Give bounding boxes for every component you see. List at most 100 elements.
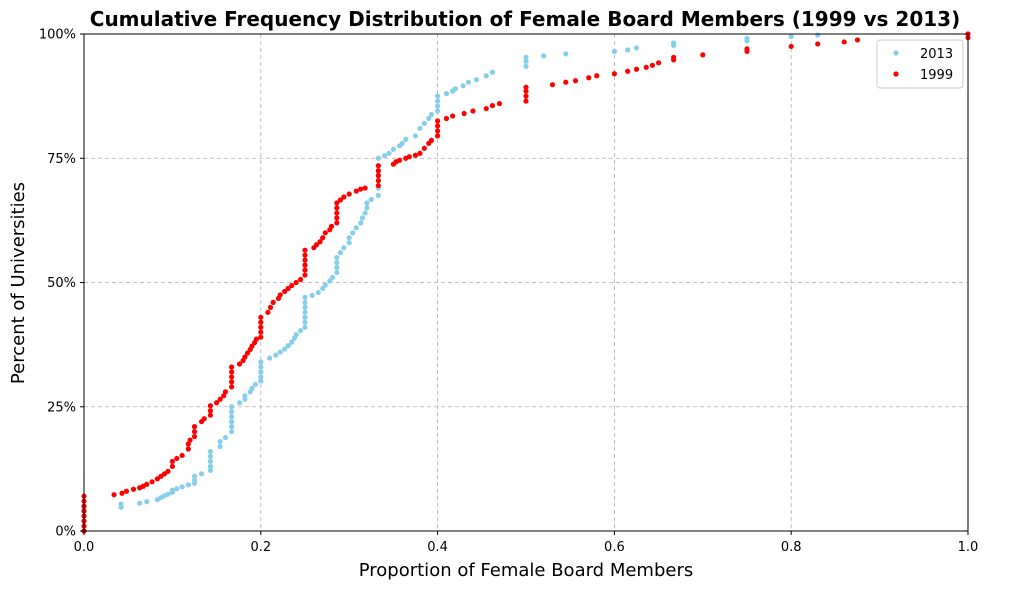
- data-point-1999: [277, 292, 283, 298]
- data-point-2013: [359, 215, 366, 221]
- data-point-1999: [187, 437, 193, 443]
- data-point-1999: [523, 84, 529, 90]
- data-point-1999: [229, 364, 235, 370]
- data-point-2013: [258, 378, 264, 384]
- chart-title: Cumulative Frequency Distribution of Fem…: [90, 7, 960, 31]
- data-point-1999: [328, 223, 335, 229]
- data-point-2013: [229, 414, 235, 420]
- data-point-1999: [302, 267, 308, 273]
- data-point-2013: [375, 155, 381, 161]
- data-point-1999: [375, 178, 381, 184]
- data-point-1999: [788, 43, 794, 50]
- x-tick-label: 0.2: [250, 540, 271, 555]
- data-point-2013: [258, 359, 264, 365]
- data-point-2013: [252, 381, 259, 387]
- data-point-2013: [258, 374, 264, 380]
- x-tick-label: 1.0: [958, 540, 979, 555]
- y-tick-label: 100%: [39, 28, 76, 43]
- legend-marker-1999: [893, 71, 899, 77]
- data-point-1999: [353, 188, 359, 194]
- data-point-1999: [229, 379, 235, 385]
- data-point-2013: [426, 115, 432, 122]
- data-point-2013: [302, 324, 308, 330]
- data-point-1999: [207, 408, 214, 414]
- data-point-2013: [191, 473, 198, 479]
- data-point-2013: [285, 343, 291, 349]
- data-point-1999: [671, 54, 677, 60]
- data-point-1999: [130, 486, 137, 492]
- data-point-2013: [185, 482, 191, 488]
- data-point-1999: [572, 78, 579, 84]
- data-point-2013: [358, 220, 364, 226]
- grid-lines: [84, 34, 968, 531]
- x-tick-label: 0.4: [427, 540, 448, 555]
- data-point-2013: [309, 292, 315, 299]
- data-point-2013: [302, 314, 308, 320]
- data-point-1999: [285, 285, 291, 292]
- data-point-1999: [258, 334, 264, 340]
- data-point-1999: [406, 154, 412, 160]
- data-point-2013: [329, 274, 336, 281]
- data-point-1999: [334, 210, 340, 216]
- data-point-1999: [461, 110, 467, 117]
- data-point-1999: [649, 62, 656, 68]
- data-point-2013: [460, 83, 466, 89]
- data-point-1999: [435, 128, 441, 134]
- data-point-2013: [217, 438, 223, 445]
- data-point-1999: [179, 452, 185, 459]
- data-point-2013: [302, 309, 308, 315]
- data-point-2013: [207, 453, 214, 460]
- data-point-1999: [267, 304, 274, 310]
- data-point-2013: [421, 120, 427, 127]
- data-point-1999: [221, 393, 227, 399]
- data-point-1999: [174, 455, 180, 462]
- data-point-2013: [207, 467, 214, 473]
- data-point-2013: [523, 63, 529, 69]
- data-point-2013: [346, 235, 352, 241]
- data-point-1999: [229, 369, 235, 375]
- data-point-1999: [489, 102, 496, 109]
- data-point-1999: [302, 247, 308, 253]
- data-point-1999: [297, 276, 304, 283]
- data-point-2013: [362, 210, 368, 216]
- data-point-1999: [450, 113, 456, 119]
- data-point-1999: [841, 39, 847, 45]
- data-point-1999: [744, 46, 750, 52]
- data-point-2013: [671, 40, 677, 46]
- data-point-1999: [625, 68, 631, 74]
- data-point-1999: [815, 41, 821, 47]
- data-point-1999: [346, 191, 352, 197]
- data-point-1999: [375, 163, 381, 169]
- x-axis-label: Proportion of Female Board Members: [359, 560, 694, 581]
- data-point-2013: [315, 289, 321, 296]
- data-point-2013: [353, 225, 359, 231]
- data-point-1999: [362, 185, 368, 191]
- data-point-1999: [236, 361, 243, 367]
- data-point-2013: [428, 111, 435, 118]
- data-point-1999: [470, 108, 476, 114]
- y-tick-label: 75%: [47, 152, 76, 167]
- data-point-2013: [350, 230, 356, 236]
- data-point-2013: [267, 355, 273, 361]
- data-point-1999: [191, 433, 198, 440]
- data-point-2013: [273, 352, 279, 358]
- series-1999: [81, 31, 971, 534]
- data-point-2013: [179, 484, 185, 490]
- data-point-2013: [236, 400, 243, 406]
- data-point-1999: [149, 479, 155, 485]
- data-point-1999: [563, 79, 569, 85]
- data-point-1999: [258, 329, 264, 335]
- data-point-2013: [191, 477, 198, 483]
- data-point-2013: [229, 429, 235, 435]
- data-point-1999: [375, 182, 381, 189]
- data-point-1999: [435, 123, 441, 129]
- data-point-2013: [229, 404, 235, 410]
- data-point-1999: [302, 262, 308, 268]
- data-point-2013: [465, 79, 472, 85]
- data-point-1999: [253, 336, 259, 342]
- data-point-1999: [191, 429, 198, 435]
- data-point-2013: [322, 282, 328, 288]
- data-point-2013: [523, 54, 529, 60]
- data-point-2013: [435, 93, 441, 99]
- data-point-2013: [242, 393, 248, 399]
